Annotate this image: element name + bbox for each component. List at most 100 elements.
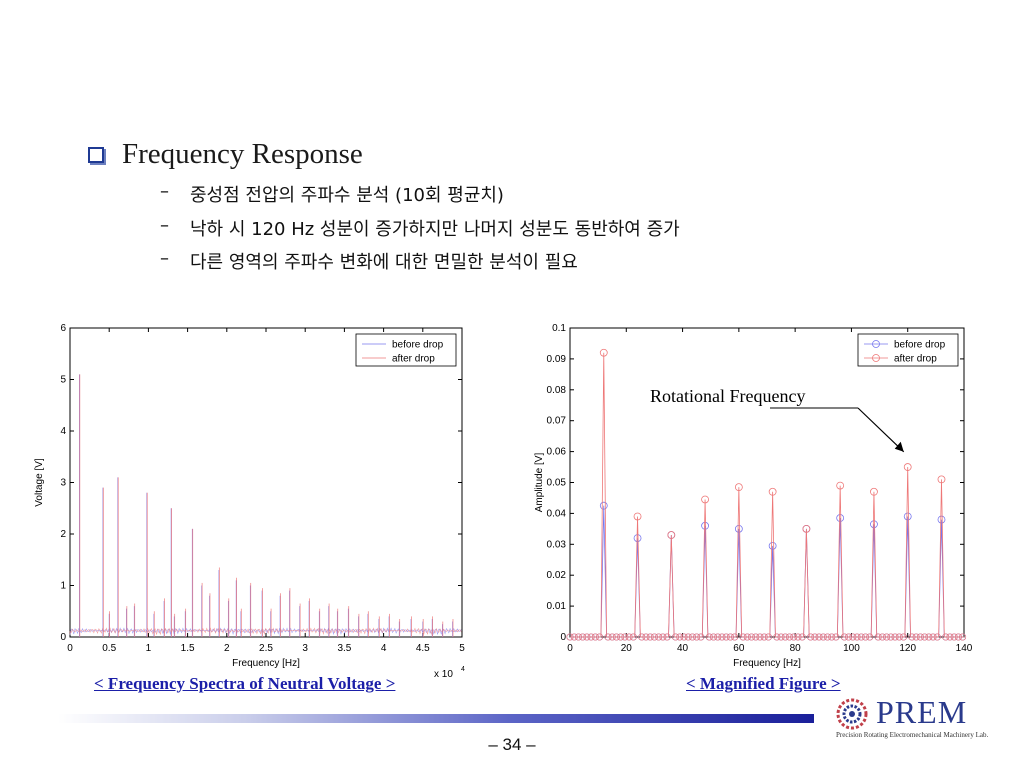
zero-marker	[714, 633, 722, 641]
zero-marker	[566, 633, 574, 641]
caption-right: < Magnified Figure >	[686, 674, 841, 693]
legend-marker	[872, 340, 880, 348]
y-tick-label: 0.09	[547, 354, 567, 365]
legend-label: before drop	[392, 340, 444, 351]
zero-marker	[773, 633, 781, 641]
peak-marker	[599, 348, 608, 357]
bullet-item: – 낙하 시 120 Hz 성분이 증가하지만 나머지 성분도 동반하여 증가	[160, 215, 680, 241]
y-tick-label: 0.06	[547, 447, 567, 458]
peak-marker	[870, 520, 878, 529]
zero-marker	[929, 633, 937, 641]
zero-marker	[946, 633, 954, 641]
zero-marker	[933, 633, 941, 641]
zero-marker	[722, 633, 730, 641]
y-tick-label: 1	[60, 581, 66, 592]
zero-marker	[950, 633, 958, 641]
zero-marker	[942, 633, 950, 641]
zero-marker	[887, 633, 895, 641]
zero-marker	[693, 633, 701, 641]
zero-marker	[853, 633, 861, 641]
magnified-chart: 0 20 40 60 80 100 120 140 0 0.01 0.02 0.03 0.04 0.05 0…	[534, 323, 973, 669]
zero-marker	[684, 633, 692, 641]
zero-marker	[663, 633, 671, 641]
zero-marker	[705, 633, 713, 641]
slide-title-row: Frequency Response	[88, 138, 363, 171]
zero-marker	[781, 633, 789, 641]
x-axis-label: Frequency [Hz]	[733, 658, 801, 669]
y-tick-label: 3	[60, 478, 66, 489]
caption-left: < Frequency Spectra of Neutral Voltage >	[94, 674, 396, 693]
x-tick-label: 140	[956, 643, 973, 654]
x-tick-label: 80	[790, 643, 802, 654]
peak-marker	[633, 534, 642, 543]
zero-marker	[638, 633, 646, 641]
bullet-dash: –	[160, 248, 169, 269]
legend-marker	[872, 354, 880, 362]
peak-marker	[734, 524, 743, 533]
zero-marker	[959, 633, 967, 641]
zero-marker	[916, 633, 924, 641]
zero-marker	[866, 633, 874, 641]
zero-marker	[655, 633, 663, 641]
peak-marker	[599, 501, 608, 510]
zero-marker	[579, 633, 587, 641]
peak-marker	[633, 512, 642, 521]
x-tick-label: 3	[302, 643, 308, 654]
zero-marker	[672, 633, 680, 641]
peak-marker	[701, 495, 709, 504]
y-tick-label: 0.03	[547, 539, 567, 550]
zero-marker	[756, 633, 764, 641]
bullet-dash: –	[160, 215, 169, 236]
zero-marker	[629, 633, 637, 641]
y-tick-label: 4	[60, 426, 66, 437]
zero-marker	[828, 633, 836, 641]
bullet-item: – 다른 영역의 주파수 변화에 대한 면밀한 분석이 필요	[160, 248, 578, 274]
peak-marker	[937, 515, 946, 524]
prem-logo-icon	[836, 698, 868, 730]
x-multiplier-label: x 10	[434, 669, 453, 678]
zero-marker	[587, 633, 595, 641]
zero-marker	[899, 633, 907, 641]
zero-marker	[583, 633, 591, 641]
y-tick-label: 0.08	[547, 385, 567, 396]
zero-marker	[748, 633, 756, 641]
zero-marker	[861, 633, 869, 641]
plot-area	[569, 327, 965, 638]
x-tick-label: 5	[459, 643, 465, 654]
y-tick-label: 0.04	[547, 508, 567, 519]
y-axis-label: Voltage [V]	[34, 458, 45, 507]
zero-marker	[925, 633, 933, 641]
x-tick-label: 4	[381, 643, 387, 654]
prem-logo-text: PREM	[876, 694, 968, 730]
zero-marker	[743, 633, 751, 641]
x-tick-label: 120	[899, 643, 916, 654]
zero-marker	[912, 633, 920, 641]
zero-marker	[895, 633, 903, 641]
zero-marker	[908, 633, 916, 641]
page-number: – 34 –	[488, 735, 536, 754]
x-tick-label: 4.5	[416, 643, 430, 654]
peak-marker	[903, 463, 912, 471]
zero-marker	[824, 633, 832, 641]
zero-marker	[612, 633, 620, 641]
zero-marker	[710, 633, 718, 641]
zero-marker	[617, 633, 625, 641]
zero-marker	[857, 633, 865, 641]
zero-marker	[688, 633, 696, 641]
x-tick-label: 0	[67, 643, 73, 654]
zero-marker	[819, 633, 827, 641]
annotation-arrowhead	[894, 441, 904, 452]
slide-title: Frequency Response	[122, 138, 363, 170]
zero-marker	[786, 633, 794, 641]
y-tick-label: 2	[60, 529, 66, 540]
legend-box	[857, 333, 959, 367]
x-tick-label: 20	[621, 643, 633, 654]
zero-marker	[891, 633, 899, 641]
y-tick-label: 0	[560, 632, 566, 643]
zero-marker	[625, 633, 633, 641]
zero-marker	[646, 633, 654, 641]
x-tick-label: 3.5	[337, 643, 351, 654]
bottom-gradient-bar	[58, 714, 814, 723]
y-tick-label: 0.07	[547, 416, 567, 427]
zero-marker	[954, 633, 962, 641]
